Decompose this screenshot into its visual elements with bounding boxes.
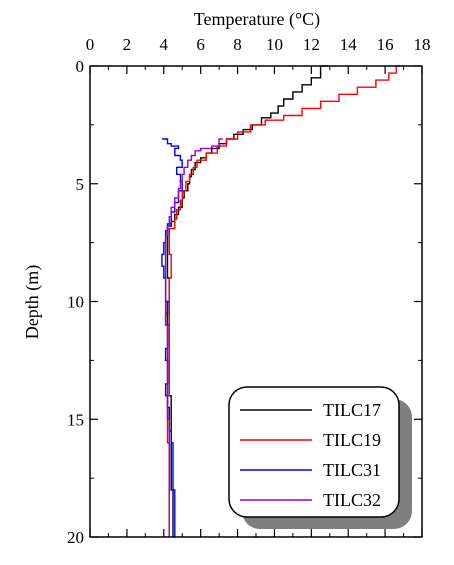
- y-tick-label: 20: [67, 528, 84, 547]
- x-tick-label: 18: [414, 35, 431, 54]
- x-tick-label: 6: [196, 35, 205, 54]
- legend-label-tilc32: TILC32: [323, 490, 381, 510]
- x-tick-label: 2: [123, 35, 132, 54]
- y-axis-title: Depth (m): [22, 265, 43, 339]
- series-tilc19: [166, 65, 400, 537]
- legend-box: [228, 386, 400, 518]
- legend-label-tilc31: TILC31: [323, 460, 381, 480]
- legend: TILC17 TILC19 TILC31 TILC32: [228, 386, 412, 529]
- y-tick-label: 0: [76, 57, 85, 76]
- plot-frame: [89, 65, 423, 538]
- x-tick-label: 8: [233, 35, 242, 54]
- x-axis-tick-labels: 0 2 4 6 8 10 12 14 16 18: [86, 35, 431, 54]
- y-tick-label: 5: [76, 175, 85, 194]
- x-tick-label: 10: [266, 35, 283, 54]
- y-tick-label: 10: [67, 293, 84, 312]
- series-tilc31: [161, 138, 183, 537]
- x-tick-label: 16: [377, 35, 394, 54]
- x-tick-label: 12: [303, 35, 320, 54]
- legend-entries: TILC17 TILC19 TILC31 TILC32: [240, 400, 381, 510]
- legend-label-tilc19: TILC19: [323, 430, 381, 450]
- x-tick-label: 14: [340, 35, 358, 54]
- y-tick-label: 15: [67, 410, 84, 429]
- series-layer: [161, 65, 400, 537]
- series-tilc32: [164, 138, 223, 537]
- x-axis-title: Temperature (°C): [194, 9, 320, 30]
- x-tick-label: 0: [86, 35, 95, 54]
- x-tick-label: 4: [160, 35, 169, 54]
- y-axis-tick-labels: 0 5 10 15 20: [67, 57, 84, 547]
- legend-label-tilc17: TILC17: [323, 400, 381, 420]
